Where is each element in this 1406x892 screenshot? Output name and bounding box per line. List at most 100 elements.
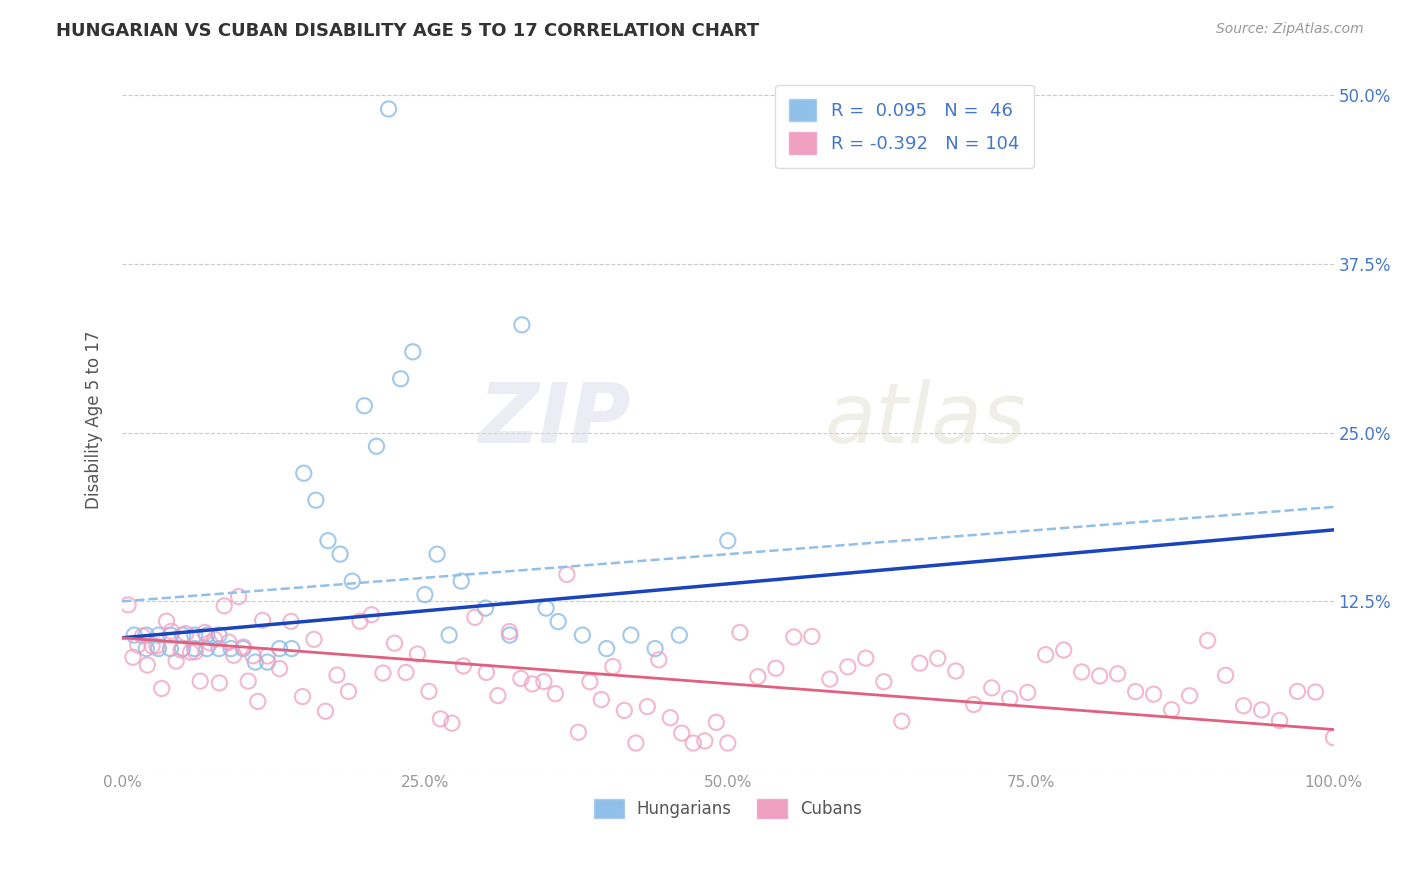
Point [567, 725, 589, 739]
Point [377, 102, 399, 116]
Point [342, 574, 364, 589]
Point [1017, 685, 1039, 699]
Point [544, 687, 567, 701]
Point [1305, 685, 1327, 699]
Point [371, 666, 394, 681]
Point [704, 715, 727, 730]
Point [228, 590, 250, 604]
Point [1215, 668, 1237, 682]
Point [174, 626, 197, 640]
Point [613, 703, 636, 717]
Point [280, 641, 302, 656]
Point [329, 547, 352, 561]
Point [252, 614, 274, 628]
Point [131, 629, 153, 643]
Legend: Hungarians, Cubans: Hungarians, Cubans [586, 792, 869, 825]
Text: ZIP: ZIP [478, 379, 631, 459]
Point [172, 628, 194, 642]
Point [426, 547, 449, 561]
Point [136, 658, 159, 673]
Point [122, 628, 145, 642]
Point [1088, 669, 1111, 683]
Point [668, 628, 690, 642]
Point [1053, 643, 1076, 657]
Point [117, 598, 139, 612]
Point [184, 645, 207, 659]
Point [280, 615, 302, 629]
Point [534, 601, 557, 615]
Point [717, 736, 740, 750]
Point [620, 628, 643, 642]
Point [159, 641, 181, 656]
Point [440, 716, 463, 731]
Point [644, 641, 666, 656]
Y-axis label: Disability Age 5 to 17: Disability Age 5 to 17 [86, 330, 103, 508]
Point [1250, 703, 1272, 717]
Point [499, 628, 522, 642]
Point [765, 661, 787, 675]
Point [349, 614, 371, 628]
Point [165, 654, 187, 668]
Point [316, 533, 339, 548]
Point [172, 641, 194, 656]
Point [232, 641, 254, 656]
Text: HUNGARIAN VS CUBAN DISABILITY AGE 5 TO 17 CORRELATION CHART: HUNGARIAN VS CUBAN DISABILITY AGE 5 TO 1… [56, 22, 759, 40]
Point [188, 674, 211, 689]
Point [242, 648, 264, 663]
Point [269, 662, 291, 676]
Point [291, 690, 314, 704]
Point [395, 665, 418, 680]
Point [591, 692, 613, 706]
Point [122, 650, 145, 665]
Point [533, 674, 555, 689]
Point [837, 660, 859, 674]
Point [402, 344, 425, 359]
Point [783, 630, 806, 644]
Point [474, 601, 496, 615]
Point [326, 668, 349, 682]
Point [1286, 684, 1309, 698]
Point [1035, 648, 1057, 662]
Point [384, 636, 406, 650]
Point [747, 670, 769, 684]
Point [998, 691, 1021, 706]
Point [360, 607, 382, 622]
Point [963, 698, 986, 712]
Point [1197, 633, 1219, 648]
Point [160, 624, 183, 639]
Point [1125, 684, 1147, 698]
Point [256, 655, 278, 669]
Point [232, 640, 254, 654]
Point [238, 674, 260, 689]
Point [1322, 731, 1344, 745]
Point [353, 399, 375, 413]
Point [555, 567, 578, 582]
Point [1268, 714, 1291, 728]
Point [1143, 687, 1166, 701]
Point [595, 641, 617, 656]
Point [127, 638, 149, 652]
Point [418, 684, 440, 698]
Point [475, 665, 498, 680]
Point [413, 588, 436, 602]
Point [208, 641, 231, 656]
Point [486, 689, 509, 703]
Text: atlas: atlas [825, 379, 1026, 459]
Point [636, 699, 658, 714]
Point [1178, 689, 1201, 703]
Point [464, 610, 486, 624]
Point [212, 599, 235, 613]
Point [256, 648, 278, 663]
Point [1160, 703, 1182, 717]
Point [945, 664, 967, 678]
Point [1070, 665, 1092, 679]
Point [245, 655, 267, 669]
Point [602, 659, 624, 673]
Point [146, 639, 169, 653]
Point [315, 704, 337, 718]
Point [579, 674, 602, 689]
Point [437, 628, 460, 642]
Point [195, 628, 218, 642]
Point [927, 651, 949, 665]
Point [218, 635, 240, 649]
